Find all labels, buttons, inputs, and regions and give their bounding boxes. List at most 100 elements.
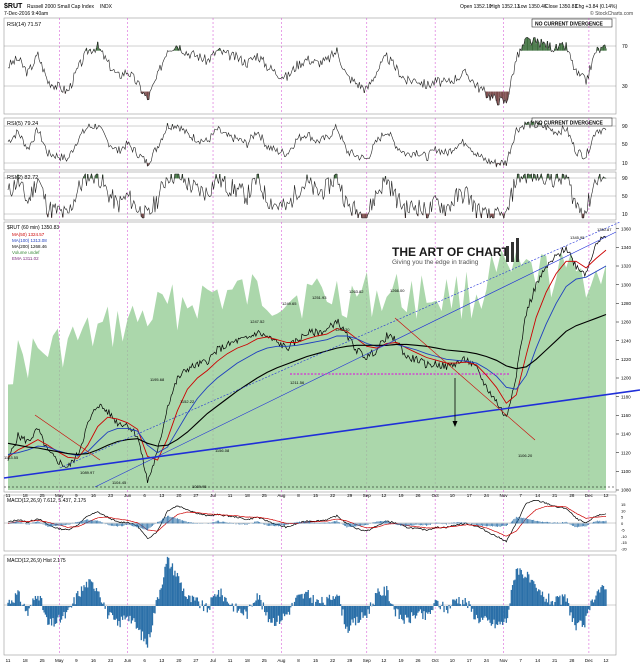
x-axis-label: Jun (124, 493, 132, 498)
rsi2-level-10: 10 (622, 212, 628, 218)
x-axis-label: 13 (159, 493, 165, 498)
price-axis-label: 1180 (621, 394, 631, 399)
rsi14-level-30: 30 (622, 84, 628, 90)
price-label: 1195.68 (150, 377, 165, 382)
header-high: High 1352.13 (490, 4, 520, 10)
price-axis: 1360 1340 1320 1300 1280 1260 1240 1220 1200 1180… (616, 226, 632, 493)
price-axis-label: 1120 (621, 450, 631, 455)
x-axis-label: 8 (297, 658, 300, 663)
price-label: 1089.95 (192, 484, 207, 489)
price-label: 1133.55 (4, 455, 19, 460)
x-axis-label: 11 (228, 658, 233, 663)
x-axis-label: Dec (585, 658, 594, 663)
x-axis-label: 29 (347, 658, 353, 663)
price-label: 1106.20 (518, 453, 533, 458)
x-axis-label: 27 (193, 493, 199, 498)
price-axis-label: 1320 (621, 264, 632, 269)
x-axis-label: 12 (603, 658, 609, 663)
rsi2-level-50: 50 (622, 194, 628, 200)
x-axis-label: Jun (124, 658, 132, 663)
x-axis-label: 20 (176, 493, 182, 498)
rsi2-level-90: 90 (622, 176, 628, 182)
x-axis-label: 13 (159, 658, 165, 663)
price-label: 1211.56 (290, 380, 305, 385)
x-axis-label: 24 (484, 658, 490, 663)
price-label: 1156.08 (215, 448, 230, 453)
price-label: 1350.87 (597, 227, 612, 232)
x-axis-label: 25 (40, 493, 46, 498)
x-axis-label: 14 (535, 658, 541, 663)
price-legend: $RUT (60 min) 1350.83 MA(50) 1324.57 MA(… (7, 225, 59, 261)
legend-ma200: MA(200) 1268.46 (12, 244, 47, 249)
x-axis-label: 26 (416, 658, 422, 663)
x-axis-label: 16 (91, 493, 97, 498)
x-axis-label: 21 (552, 658, 558, 663)
x-axis-label: 22 (330, 658, 336, 663)
rising-trendline (94, 231, 617, 488)
x-axis-label: 18 (245, 493, 251, 498)
long-term-trendline (3, 389, 640, 479)
x-axis-label: 26 (416, 493, 422, 498)
macd-series (7, 499, 607, 543)
macd-axis-label: 5 (621, 515, 624, 520)
x-axis-label: 16 (91, 658, 97, 663)
x-axis-label: 18 (23, 658, 29, 663)
watermark-brand: THE ART OF CHART (392, 245, 510, 259)
header-low: Low 1350.46 (518, 4, 547, 10)
x-axis-label: 12 (381, 658, 387, 663)
x-axis-label: 12 (603, 493, 609, 498)
price-axis-label: 1260 (621, 320, 632, 325)
watermark-logo (506, 238, 519, 262)
rsi2-series (7, 173, 607, 220)
x-axis-label: 14 (535, 493, 541, 498)
x-axis-label: Sep (363, 493, 372, 498)
rsi2-line (7, 173, 606, 220)
x-axis-label: 19 (398, 658, 404, 663)
macd-axis-label: -10 (621, 534, 628, 539)
x-axis-label: 10 (450, 493, 456, 498)
x-axis-label: 9 (75, 658, 78, 663)
price-label: 1263.82 (349, 289, 364, 294)
x-axis-label: 29 (347, 493, 353, 498)
x-axis-label: 18 (245, 658, 251, 663)
rsi14-divergence-note: NO CURRENT DIVERGENCE (535, 22, 603, 28)
x-axis-label: 6 (143, 658, 146, 663)
macd-axis-label: 0 (621, 521, 624, 526)
price-label: 1152.22 (180, 399, 195, 404)
target-arrow-head (452, 421, 458, 427)
x-axis-label: 19 (398, 493, 404, 498)
price-panel-frame (3, 221, 617, 493)
x-axis-label: 11 (6, 658, 11, 663)
x-axis-label: Dec (585, 493, 594, 498)
x-axis-label: 11 (6, 493, 11, 498)
price-label: 1249.65 (282, 301, 297, 306)
x-axis-label: 7 (519, 658, 522, 663)
series-ma50-line (7, 249, 607, 461)
watermark-tagline: Giving you the edge in trading (392, 259, 479, 266)
rsi5-label: RSI(5) 79.24 (7, 121, 38, 127)
x-axis-label: Nov (499, 658, 508, 663)
rsi14-panel-frame (3, 17, 617, 115)
x-axis-label: 15 (313, 658, 319, 663)
header-open: Open 1352.10 (460, 4, 492, 10)
x-axis-label: 6 (143, 493, 146, 498)
x-axis-label: 25 (262, 493, 268, 498)
legend-ma100: MA(100) 1313.08 (12, 238, 47, 243)
macd-axis-label: -5 (621, 527, 625, 532)
series-ma100-line (7, 265, 607, 456)
x-axis-label: 9 (75, 493, 78, 498)
x-axis-label: 23 (108, 658, 114, 663)
x-axis-label: 17 (467, 658, 473, 663)
price-series (7, 235, 607, 483)
hist-label: MACD(12,26,9) Hist 2.175 (7, 558, 66, 564)
x-axis-label: 20 (176, 658, 182, 663)
price-label: 1345.95 (570, 235, 585, 240)
rsi5-level-50: 50 (622, 142, 628, 148)
macd-axis-label: -15 (621, 540, 628, 545)
x-axis-label: 24 (484, 493, 490, 498)
price-axis-label: 1200 (621, 376, 632, 381)
x-axis-label: May (55, 493, 64, 498)
rsi5-level-10: 10 (622, 161, 628, 167)
x-axis-label: 7 (519, 493, 522, 498)
